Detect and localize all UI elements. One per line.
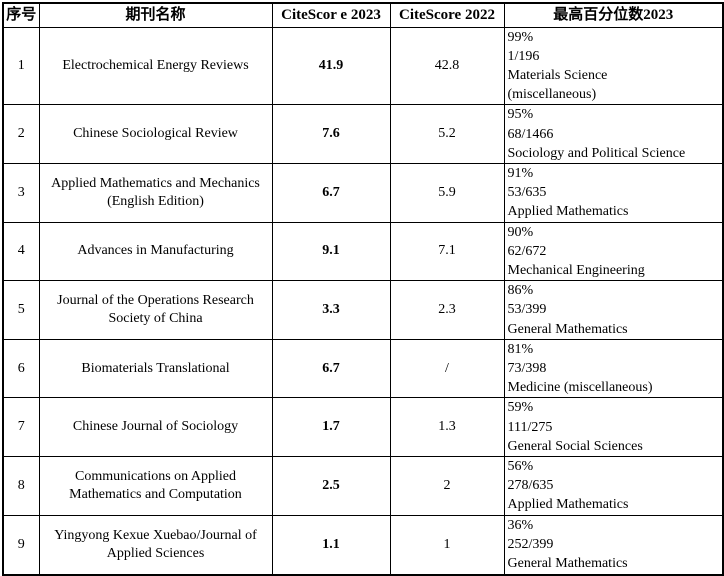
percentile-line: Materials Science — [507, 67, 608, 83]
column-header-citescore-2023: CiteScor e 2023 — [271, 2, 391, 28]
citescore-2023-cell: 41.9 — [271, 26, 391, 106]
percentile-line: 252/399 — [507, 536, 554, 552]
table-row: 5 Journal of the Operations Research Soc… — [2, 280, 724, 340]
citescore-2023-cell: 1.7 — [271, 397, 391, 457]
header-row: 序号 期刊名称 CiteScor e 2023 CiteScore 2022 最… — [2, 2, 724, 28]
seq-cell: 1 — [2, 26, 40, 106]
percentile-line: 111/275 — [507, 419, 553, 435]
table-row: 6 Biomaterials Translational 6.7 / 81% 7… — [2, 338, 724, 399]
percentile-line: 62/672 — [507, 243, 547, 259]
citescore-2023-cell: 1.1 — [271, 514, 391, 576]
seq-cell: 6 — [2, 338, 40, 399]
citescore-2022-cell: 2.3 — [389, 280, 505, 340]
journal-name-cell: Communications on Applied Mathematics an… — [38, 455, 273, 516]
table-row: 3 Applied Mathematics and Mechanics (Eng… — [2, 162, 724, 223]
seq-cell: 5 — [2, 280, 40, 340]
percentile-cell: 91% 53/635 Applied Mathematics — [503, 162, 724, 223]
citescore-2023-cell: 6.7 — [271, 162, 391, 223]
percentile-line: 95% — [507, 107, 534, 123]
percentile-line: General Mathematics — [507, 321, 628, 337]
percentile-line: 68/1466 — [507, 126, 554, 142]
percentile-line: 36% — [507, 517, 534, 533]
percentile-line: 90% — [507, 224, 534, 240]
seq-cell: 2 — [2, 104, 40, 164]
percentile-cell: 56% 278/635 Applied Mathematics — [503, 455, 724, 516]
percentile-line: (miscellaneous) — [507, 87, 597, 103]
percentile-line: 91% — [507, 165, 534, 181]
citescore-2022-cell: 7.1 — [389, 221, 505, 282]
seq-cell: 8 — [2, 455, 40, 516]
column-header-journal-name: 期刊名称 — [38, 2, 273, 28]
citescore-2022-cell: 5.2 — [389, 104, 505, 164]
percentile-line: Sociology and Political Science — [507, 145, 686, 161]
percentile-line: Mechanical Engineering — [507, 262, 645, 278]
citescore-2023-cell: 2.5 — [271, 455, 391, 516]
percentile-line: 59% — [507, 400, 534, 416]
citescore-2023-cell: 9.1 — [271, 221, 391, 282]
journal-name-cell: Electrochemical Energy Reviews — [38, 26, 273, 106]
percentile-cell: 86% 53/399 General Mathematics — [503, 280, 724, 340]
column-header-seq: 序号 — [2, 2, 40, 28]
percentile-line: 99% — [507, 29, 534, 45]
percentile-line: 1/196 — [507, 48, 540, 64]
percentile-line: Applied Mathematics — [507, 497, 629, 513]
percentile-line: 73/398 — [507, 360, 547, 376]
table-row: 4 Advances in Manufacturing 9.1 7.1 90% … — [2, 221, 724, 282]
percentile-line: 86% — [507, 283, 534, 299]
journal-name-cell: Advances in Manufacturing — [38, 221, 273, 282]
journal-name-cell: Biomaterials Translational — [38, 338, 273, 399]
percentile-line: General Mathematics — [507, 555, 628, 571]
journal-name-cell: Applied Mathematics and Mechanics (Engli… — [38, 162, 273, 223]
table-row: 7 Chinese Journal of Sociology 1.7 1.3 5… — [2, 397, 724, 457]
journal-name-cell: Chinese Sociological Review — [38, 104, 273, 164]
percentile-line: Medicine (miscellaneous) — [507, 380, 653, 396]
column-header-citescore-2022: CiteScore 2022 — [389, 2, 505, 28]
journal-name-cell: Chinese Journal of Sociology — [38, 397, 273, 457]
percentile-line: 81% — [507, 341, 534, 357]
citescore-2022-cell: 1.3 — [389, 397, 505, 457]
citescore-2022-cell: 5.9 — [389, 162, 505, 223]
table-row: 1 Electrochemical Energy Reviews 41.9 42… — [2, 26, 724, 106]
seq-cell: 7 — [2, 397, 40, 457]
percentile-cell: 81% 73/398 Medicine (miscellaneous) — [503, 338, 724, 399]
percentile-cell: 95% 68/1466 Sociology and Political Scie… — [503, 104, 724, 164]
citescore-2023-cell: 3.3 — [271, 280, 391, 340]
citescore-2022-cell: 1 — [389, 514, 505, 576]
percentile-cell: 36% 252/399 General Mathematics — [503, 514, 724, 576]
percentile-line: 278/635 — [507, 478, 554, 494]
percentile-line: General Social Sciences — [507, 438, 643, 454]
journal-name-cell: Yingyong Kexue Xuebao/Journal of Applied… — [38, 514, 273, 576]
table-row: 8 Communications on Applied Mathematics … — [2, 455, 724, 516]
citescore-2023-cell: 7.6 — [271, 104, 391, 164]
citescore-2022-cell: / — [389, 338, 505, 399]
journal-name-cell: Journal of the Operations Research Socie… — [38, 280, 273, 340]
percentile-cell: 90% 62/672 Mechanical Engineering — [503, 221, 724, 282]
percentile-line: 53/635 — [507, 185, 547, 201]
percentile-line: 53/399 — [507, 302, 547, 318]
seq-cell: 4 — [2, 221, 40, 282]
percentile-cell: 59% 111/275 General Social Sciences — [503, 397, 724, 457]
citescore-2022-cell: 42.8 — [389, 26, 505, 106]
percentile-line: Applied Mathematics — [507, 204, 629, 220]
citescore-2023-cell: 6.7 — [271, 338, 391, 399]
citescore-2022-cell: 2 — [389, 455, 505, 516]
percentile-line: 56% — [507, 458, 534, 474]
column-header-top-percentile-2023: 最高百分位数2023 — [503, 2, 724, 28]
seq-cell: 3 — [2, 162, 40, 223]
percentile-cell: 99% 1/196 Materials Science (miscellaneo… — [503, 26, 724, 106]
table-row: 2 Chinese Sociological Review 7.6 5.2 95… — [2, 104, 724, 164]
table-row: 9 Yingyong Kexue Xuebao/Journal of Appli… — [2, 514, 724, 576]
seq-cell: 9 — [2, 514, 40, 576]
